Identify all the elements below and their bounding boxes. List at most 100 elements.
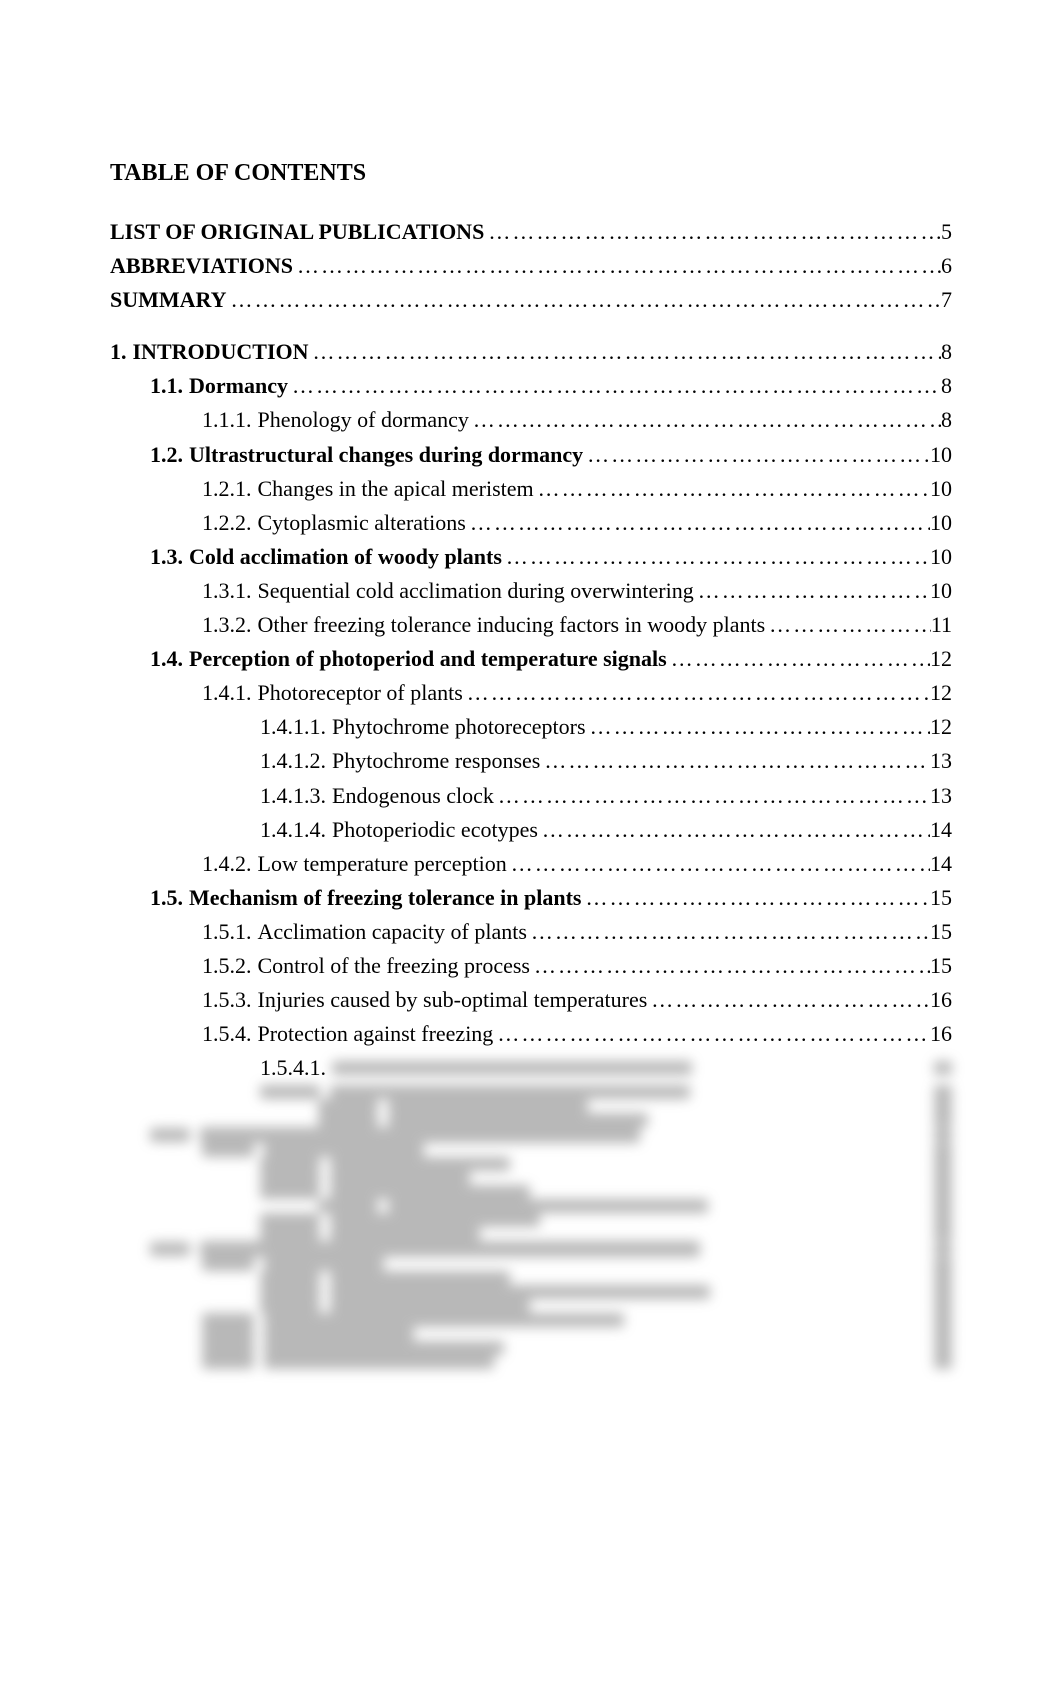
toc-line: 1.3.1.Sequential cold acclimation during… xyxy=(110,574,952,608)
toc-leader-dots xyxy=(647,983,930,1017)
toc-entry-label: Photoperiodic ecotypes xyxy=(332,813,538,847)
toc-page-number: 13 xyxy=(930,779,952,813)
blurred-number xyxy=(260,1299,320,1313)
blurred-toc-line xyxy=(110,1199,952,1213)
toc-page-number: 10 xyxy=(930,506,952,540)
toc-page-number: 8 xyxy=(941,403,952,437)
toc-line: 1.2.2.Cytoplasmic alterations10 xyxy=(110,506,952,540)
blurred-toc-line xyxy=(110,1355,952,1369)
toc-leader-dots xyxy=(494,779,930,813)
blurred-toc-line xyxy=(110,1313,952,1327)
toc-page-number: 15 xyxy=(930,881,952,915)
toc-entry-number: 1.4.1.2. xyxy=(260,744,332,778)
toc-entry-label: Photoreceptor of plants xyxy=(258,676,463,710)
toc-page-number: 7 xyxy=(941,283,952,317)
toc-line: LIST OF ORIGINAL PUBLICATIONS5 xyxy=(110,215,952,249)
blurred-number xyxy=(150,1242,190,1256)
toc-page-number: 12 xyxy=(930,676,952,710)
blurred-toc-line xyxy=(110,1185,952,1199)
toc-entry-number: 1.5.2. xyxy=(202,949,258,983)
toc-page-number: 11 xyxy=(931,608,952,642)
toc-entry-label: Low temperature perception xyxy=(258,847,507,881)
toc-line: 1.4.1.Photoreceptor of plants12 xyxy=(110,676,952,710)
toc-entry-label: Other freezing tolerance inducing factor… xyxy=(258,608,766,642)
blurred-page-number xyxy=(934,1085,952,1099)
toc-line: 1.2.1.Changes in the apical meristem10 xyxy=(110,472,952,506)
toc-line: 1.5.Mechanism of freezing tolerance in p… xyxy=(110,881,952,915)
toc-entry-label: Phytochrome photoreceptors xyxy=(332,710,586,744)
blurred-text xyxy=(330,1185,530,1199)
blurred-toc-line xyxy=(110,1341,952,1355)
blurred-page-number xyxy=(934,1157,952,1171)
toc-entry-label: Ultrastructural changes during dormancy xyxy=(189,438,583,472)
toc-page-number: 13 xyxy=(930,744,952,778)
blurred-text xyxy=(388,1113,648,1127)
blurred-text xyxy=(264,1327,414,1341)
blurred-toc-line xyxy=(110,1299,952,1313)
blurred-page-number xyxy=(934,1242,952,1256)
blurred-text xyxy=(330,1213,540,1227)
toc-page-number: 15 xyxy=(930,949,952,983)
blurred-text xyxy=(264,1257,384,1271)
blurred-page-number xyxy=(934,1285,952,1299)
blurred-toc-line xyxy=(110,1157,952,1171)
page: TABLE OF CONTENTS LIST OF ORIGINAL PUBLI… xyxy=(0,0,1062,1569)
toc-leader-dots xyxy=(484,215,941,249)
toc-entry-label: Sequential cold acclimation during overw… xyxy=(258,574,694,608)
toc-line: 1.5.2.Control of the freezing process 15 xyxy=(110,949,952,983)
toc-line: 1.5.4.1. xyxy=(110,1051,952,1085)
toc-leader-dots xyxy=(583,438,930,472)
toc-leader-dots xyxy=(309,335,941,369)
toc-entry-number: 1.5.3. xyxy=(202,983,258,1017)
toc-entry-number: 1.3.1. xyxy=(202,574,258,608)
toc-line: 1.4.2.Low temperature perception14 xyxy=(110,847,952,881)
blurred-number xyxy=(202,1143,254,1157)
blurred-toc-line xyxy=(110,1099,952,1113)
blurred-text xyxy=(330,1157,510,1171)
toc-leader-dots xyxy=(765,608,931,642)
blurred-page-number xyxy=(934,1271,952,1285)
toc-leader-dots xyxy=(288,369,941,403)
blurred-number xyxy=(318,1113,378,1127)
toc-leader-dots xyxy=(534,472,930,506)
blurred-page-number xyxy=(934,1327,952,1341)
toc-line: 1.INTRODUCTION8 xyxy=(110,335,952,369)
toc-line: 1.1.Dormancy8 xyxy=(110,369,952,403)
blurred-text xyxy=(200,1127,640,1143)
toc-entry-label: Injuries caused by sub-optimal temperatu… xyxy=(258,983,648,1017)
toc-line: 1.4.1.3.Endogenous clock13 xyxy=(110,779,952,813)
toc-entry-number: 1.4.1.1. xyxy=(260,710,332,744)
blurred-number xyxy=(260,1085,320,1099)
toc-leader-dots xyxy=(466,506,930,540)
toc-heading: TABLE OF CONTENTS xyxy=(110,160,952,187)
toc-page-number: 6 xyxy=(941,249,952,283)
toc-leader-dots xyxy=(538,813,930,847)
toc-page-number: 14 xyxy=(930,813,952,847)
toc-page-number: 15 xyxy=(930,915,952,949)
toc-line: 1.5.4.Protection against freezing16 xyxy=(110,1017,952,1051)
toc-page-number: 12 xyxy=(930,642,952,676)
toc-leader-dots xyxy=(463,676,930,710)
blurred-number xyxy=(260,1171,320,1185)
blurred-toc-line xyxy=(110,1113,952,1127)
blurred-text xyxy=(264,1355,494,1369)
blurred-toc-line xyxy=(110,1271,952,1285)
blurred-number xyxy=(260,1271,320,1285)
toc-line: 1.5.3.Injuries caused by sub-optimal tem… xyxy=(110,983,952,1017)
blurred-number xyxy=(318,1199,378,1213)
toc-entry-label: Control of the freezing process xyxy=(258,949,530,983)
toc-entry-label: Cold acclimation of woody plants xyxy=(189,540,502,574)
blurred-page-number xyxy=(934,1299,952,1313)
blurred-page-number xyxy=(934,1171,952,1185)
toc-line: 1.4.1.1.Phytochrome photoreceptors12 xyxy=(110,710,952,744)
blurred-number xyxy=(260,1227,320,1241)
toc-leader-dots xyxy=(507,847,930,881)
blurred-toc-line xyxy=(110,1241,952,1257)
toc-leader-dots xyxy=(293,249,941,283)
toc-leader-dots xyxy=(527,915,930,949)
blurred-page-number xyxy=(934,1143,952,1157)
blurred-number xyxy=(150,1128,190,1142)
toc-entry-label: Changes in the apical meristem xyxy=(258,472,534,506)
toc-entry-number: 1.5.4.1. xyxy=(260,1051,332,1085)
blurred-number xyxy=(202,1341,254,1355)
